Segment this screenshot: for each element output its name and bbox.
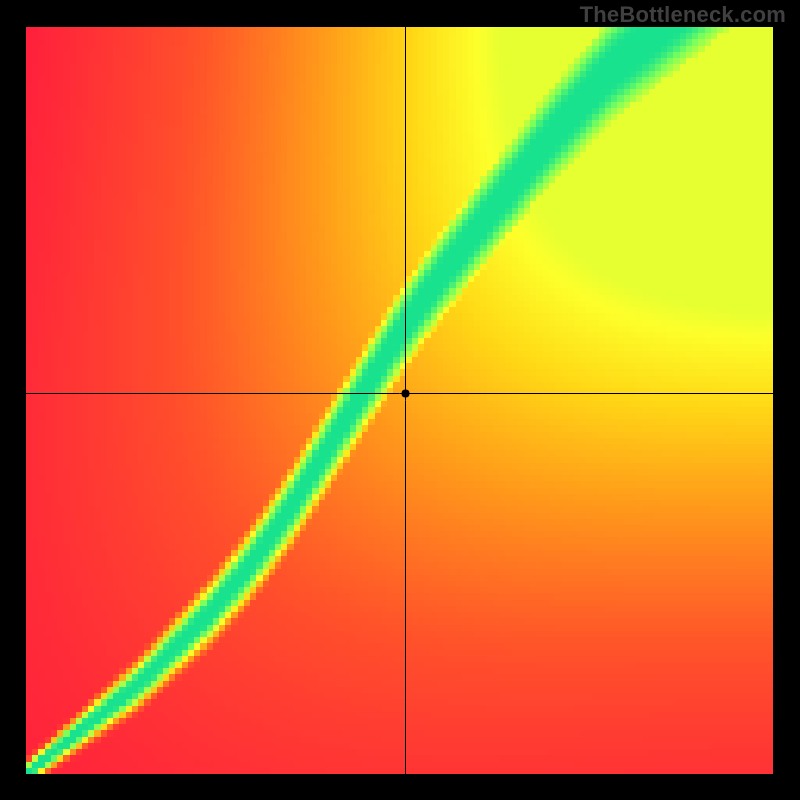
watermark-text: TheBottleneck.com xyxy=(580,2,786,28)
heatmap-canvas xyxy=(26,27,773,774)
figure-container: TheBottleneck.com xyxy=(0,0,800,800)
